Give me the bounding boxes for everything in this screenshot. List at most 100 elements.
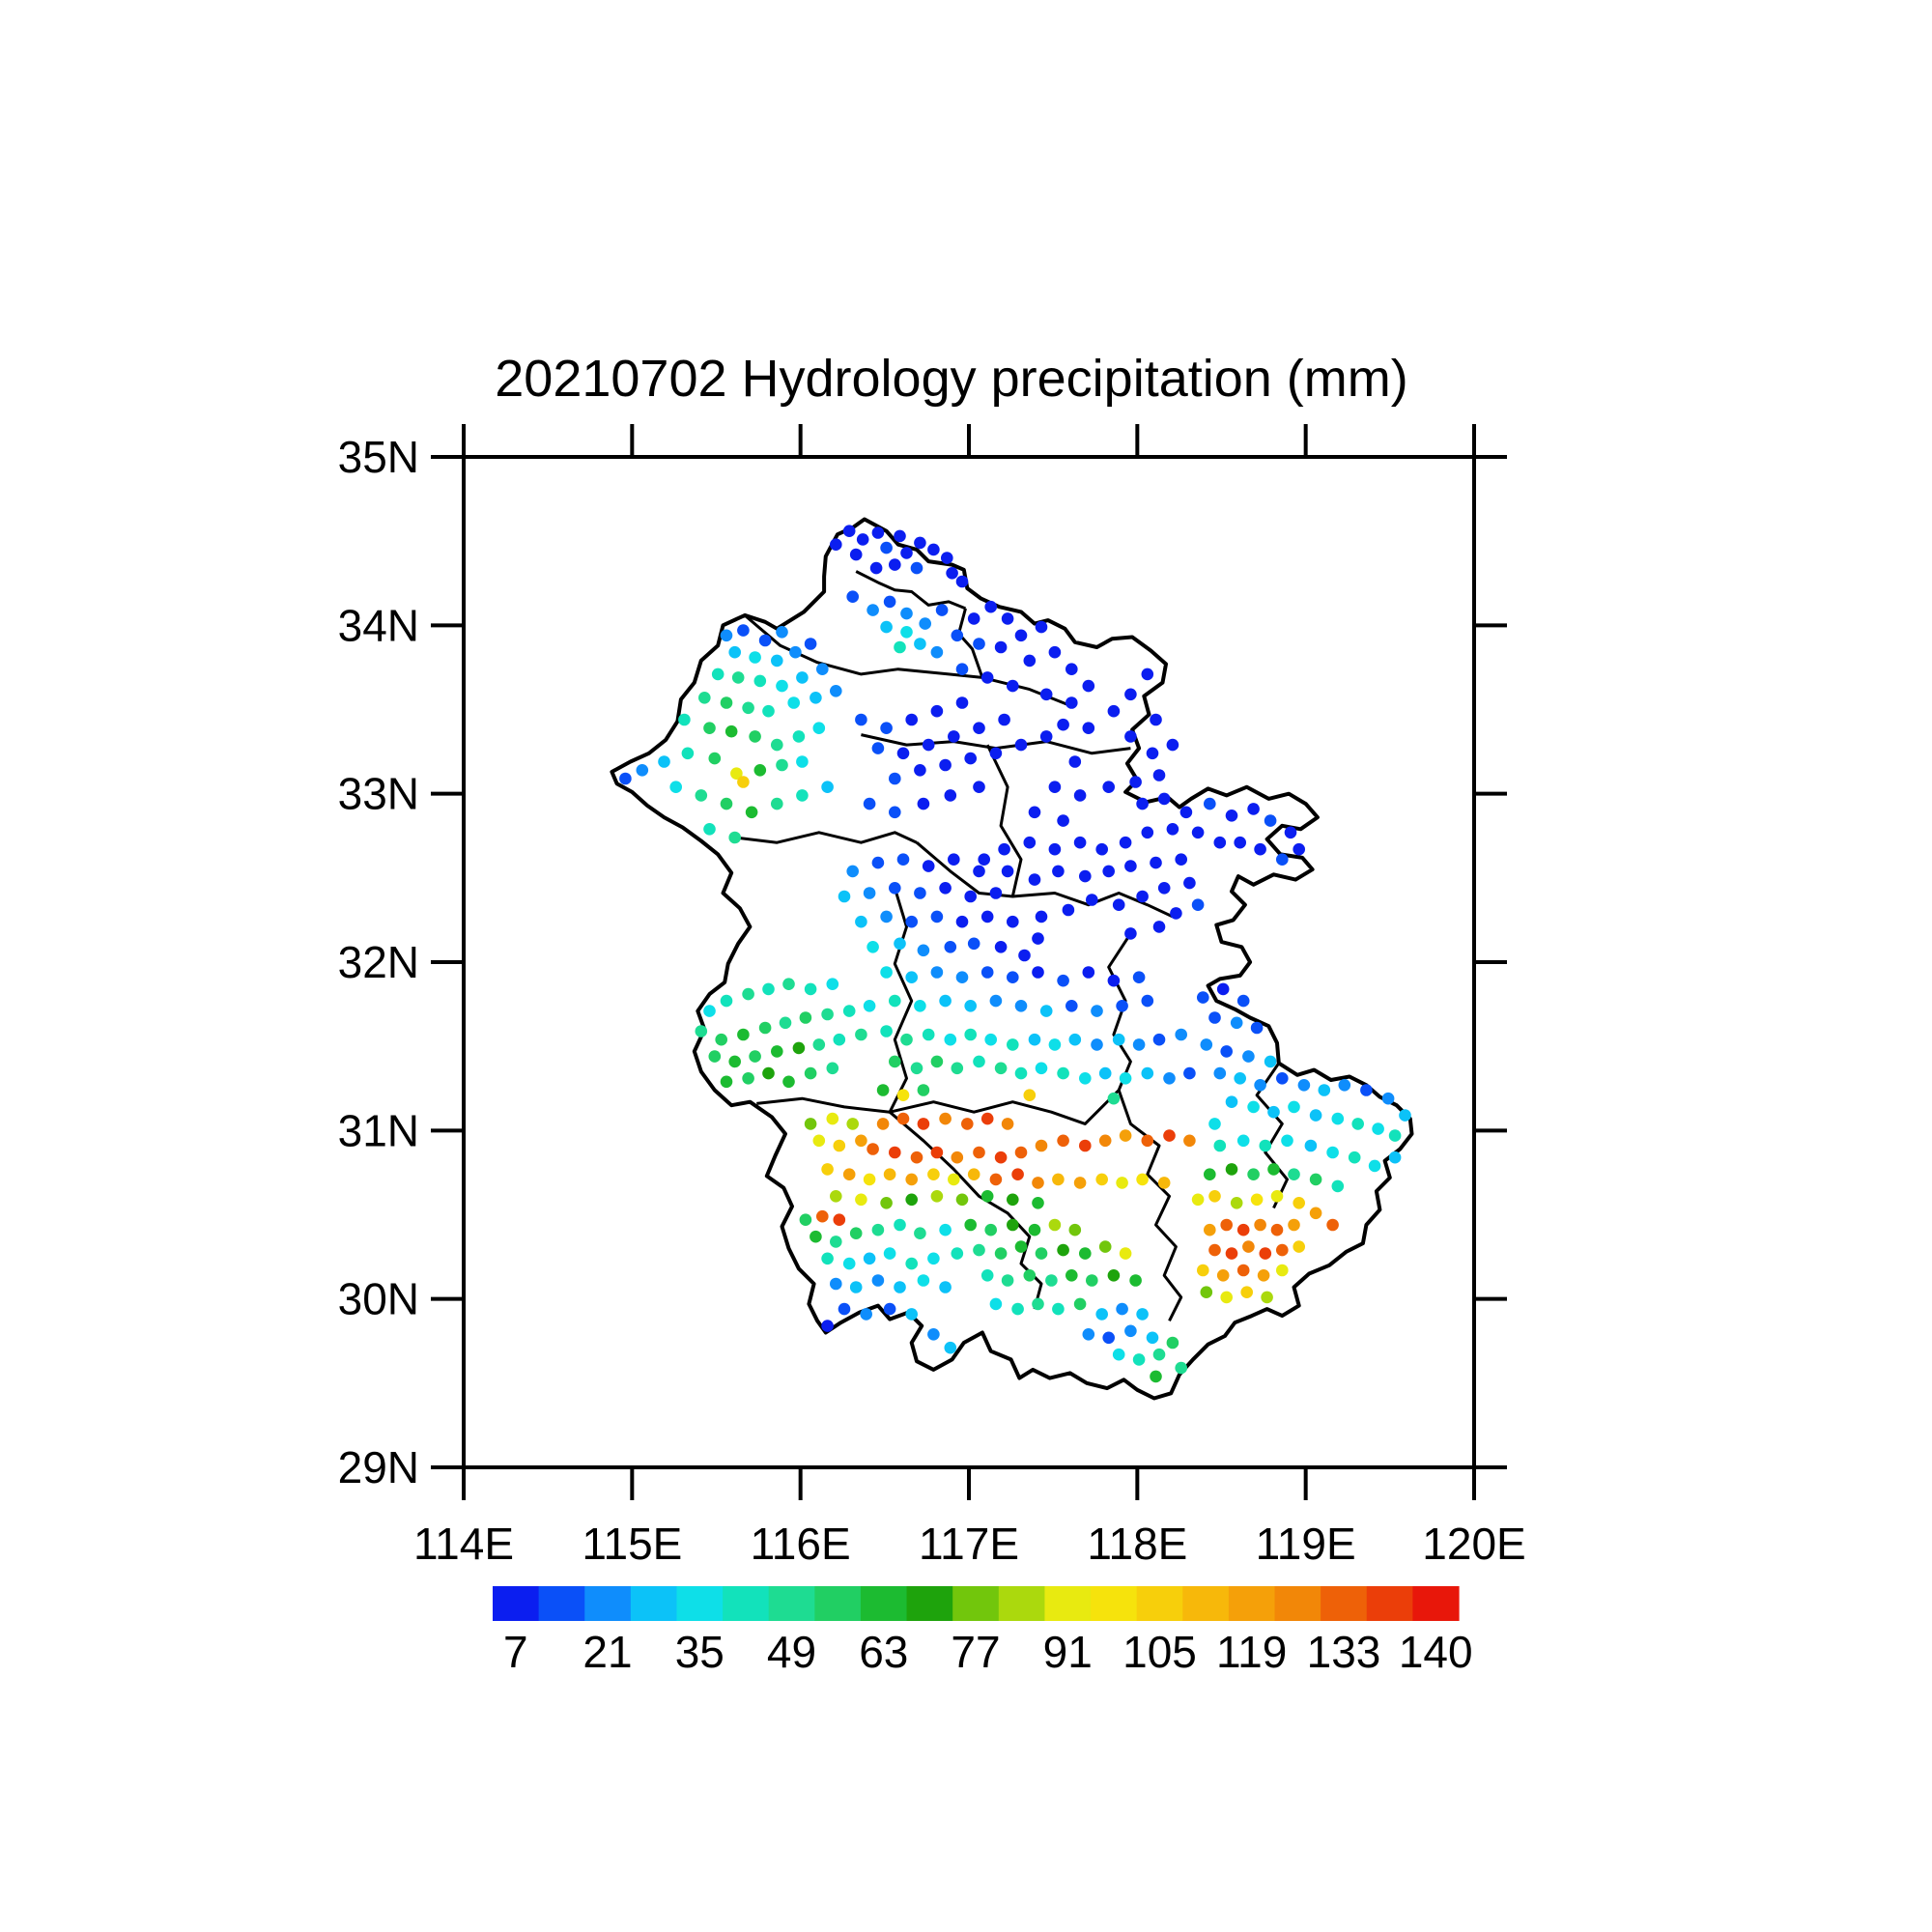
station-dot — [1331, 1112, 1345, 1125]
colorbar-segment — [493, 1586, 540, 1621]
x-tick-label: 115E — [582, 1519, 682, 1569]
station-dot — [758, 1021, 772, 1035]
station-dot — [1230, 1197, 1243, 1209]
station-dot — [1220, 1218, 1233, 1232]
station-dot — [749, 651, 761, 664]
station-dot — [980, 1269, 994, 1282]
station-dot — [914, 638, 926, 650]
station-dot — [910, 561, 923, 575]
station-dot — [1152, 921, 1166, 933]
station-dot — [955, 696, 969, 709]
station-dot — [1309, 1207, 1322, 1220]
station-dot — [1028, 806, 1041, 819]
station-dot — [1112, 1033, 1125, 1046]
station-dot — [703, 1005, 716, 1017]
station-dot — [1001, 1118, 1014, 1130]
station-dot — [849, 1281, 863, 1293]
station-dot — [1119, 1247, 1132, 1260]
station-dot — [1276, 1072, 1289, 1085]
station-dot — [1175, 853, 1187, 866]
station-dot — [1112, 898, 1125, 911]
station-dot — [1216, 982, 1230, 996]
station-dot — [994, 1247, 1008, 1260]
station-dot — [749, 730, 761, 743]
station-dot — [678, 713, 691, 726]
colorbar-segment — [952, 1586, 1000, 1621]
station-dot — [989, 1173, 1003, 1186]
colorbar-label: 133 — [1307, 1627, 1381, 1677]
station-dot — [1132, 1038, 1146, 1051]
station-dot — [695, 1025, 708, 1037]
station-dot — [1259, 1247, 1272, 1260]
station-dot — [1028, 1033, 1041, 1046]
station-dot — [876, 1118, 890, 1130]
station-dot — [998, 842, 1010, 856]
province-outline — [610, 517, 1414, 1401]
station-dot — [1032, 966, 1044, 979]
station-dot — [792, 730, 806, 743]
plot-frame — [431, 424, 1507, 1500]
station-dot — [1204, 1168, 1216, 1180]
station-dot — [1141, 668, 1154, 681]
station-dot — [894, 529, 906, 543]
station-dot — [1023, 1089, 1037, 1101]
station-dot — [1007, 971, 1019, 983]
colorbar-segment — [906, 1586, 953, 1621]
station-dot — [1102, 1331, 1115, 1345]
station-dot — [1098, 1240, 1112, 1253]
station-dot — [1136, 1308, 1149, 1321]
station-dot — [1065, 696, 1078, 709]
station-dot — [715, 1033, 727, 1046]
station-dot — [1023, 836, 1037, 849]
station-dot — [1270, 1223, 1284, 1236]
station-dot — [973, 722, 985, 734]
station-dot — [1179, 806, 1193, 819]
station-dot — [855, 1134, 867, 1148]
station-dot — [1107, 1092, 1121, 1105]
station-dot — [1170, 907, 1182, 920]
station-dot — [896, 747, 910, 760]
station-dot — [1045, 1274, 1058, 1287]
station-dot — [900, 626, 913, 639]
station-dot — [1119, 1129, 1132, 1142]
station-dot — [919, 617, 931, 630]
station-dot — [1001, 865, 1014, 878]
station-dot — [816, 663, 829, 675]
station-dot — [1039, 1005, 1053, 1017]
station-dot — [948, 853, 960, 866]
prefecture-border — [916, 841, 1174, 919]
station-dot — [889, 1055, 901, 1068]
station-dot — [1264, 814, 1277, 827]
station-dot — [1062, 903, 1075, 917]
station-dot — [731, 671, 745, 684]
station-dot — [1082, 722, 1095, 734]
station-dot — [946, 567, 958, 580]
colorbar-label: 49 — [767, 1627, 816, 1677]
prefecture-border — [985, 744, 1023, 897]
station-dot — [1124, 860, 1137, 872]
station-dot — [955, 575, 969, 588]
station-dot — [1254, 1079, 1266, 1092]
station-dot — [821, 1320, 834, 1332]
station-dot — [1208, 1243, 1221, 1257]
station-dot — [1348, 1151, 1361, 1164]
station-dot — [1220, 1045, 1233, 1058]
station-dot — [1141, 826, 1154, 839]
station-dot — [871, 526, 885, 539]
station-dot — [1032, 1197, 1044, 1209]
station-dot — [708, 752, 722, 765]
station-dot — [994, 640, 1008, 654]
station-dot — [930, 1055, 944, 1068]
station-dot — [905, 915, 918, 928]
colorbar-segment — [998, 1586, 1046, 1621]
station-dot — [973, 865, 985, 878]
station-dot — [1175, 1028, 1187, 1041]
station-dot — [1372, 1122, 1384, 1135]
station-dot — [1039, 730, 1053, 743]
station-dot — [1079, 1247, 1092, 1260]
station-dot — [1288, 1168, 1300, 1180]
station-dot — [1381, 1092, 1395, 1105]
station-dot — [1281, 1134, 1293, 1148]
station-dot — [826, 1112, 839, 1125]
station-dot — [833, 1139, 846, 1152]
